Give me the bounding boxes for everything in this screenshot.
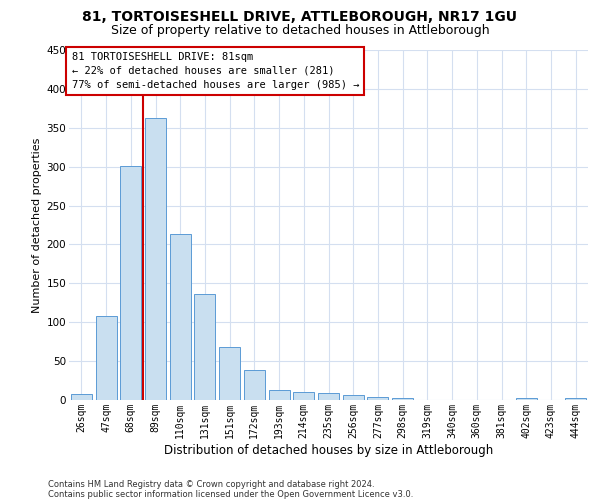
Bar bbox=[244, 370, 265, 400]
Bar bbox=[367, 397, 388, 400]
Text: 81, TORTOISESHELL DRIVE, ATTLEBOROUGH, NR17 1GU: 81, TORTOISESHELL DRIVE, ATTLEBOROUGH, N… bbox=[83, 10, 517, 24]
Text: Size of property relative to detached houses in Attleborough: Size of property relative to detached ho… bbox=[110, 24, 490, 37]
Bar bbox=[392, 398, 413, 400]
Bar bbox=[269, 390, 290, 400]
Bar bbox=[516, 398, 537, 400]
Bar bbox=[219, 347, 240, 400]
Text: 81 TORTOISESHELL DRIVE: 81sqm
← 22% of detached houses are smaller (281)
77% of : 81 TORTOISESHELL DRIVE: 81sqm ← 22% of d… bbox=[71, 52, 359, 90]
Bar bbox=[120, 166, 141, 400]
Bar bbox=[343, 396, 364, 400]
Bar bbox=[293, 392, 314, 400]
Text: Contains HM Land Registry data © Crown copyright and database right 2024.
Contai: Contains HM Land Registry data © Crown c… bbox=[48, 480, 413, 499]
Bar bbox=[318, 393, 339, 400]
Bar bbox=[565, 398, 586, 400]
Bar bbox=[95, 316, 116, 400]
Bar bbox=[71, 394, 92, 400]
Bar bbox=[170, 234, 191, 400]
X-axis label: Distribution of detached houses by size in Attleborough: Distribution of detached houses by size … bbox=[164, 444, 493, 456]
Y-axis label: Number of detached properties: Number of detached properties bbox=[32, 138, 43, 312]
Bar bbox=[194, 294, 215, 400]
Bar bbox=[145, 118, 166, 400]
